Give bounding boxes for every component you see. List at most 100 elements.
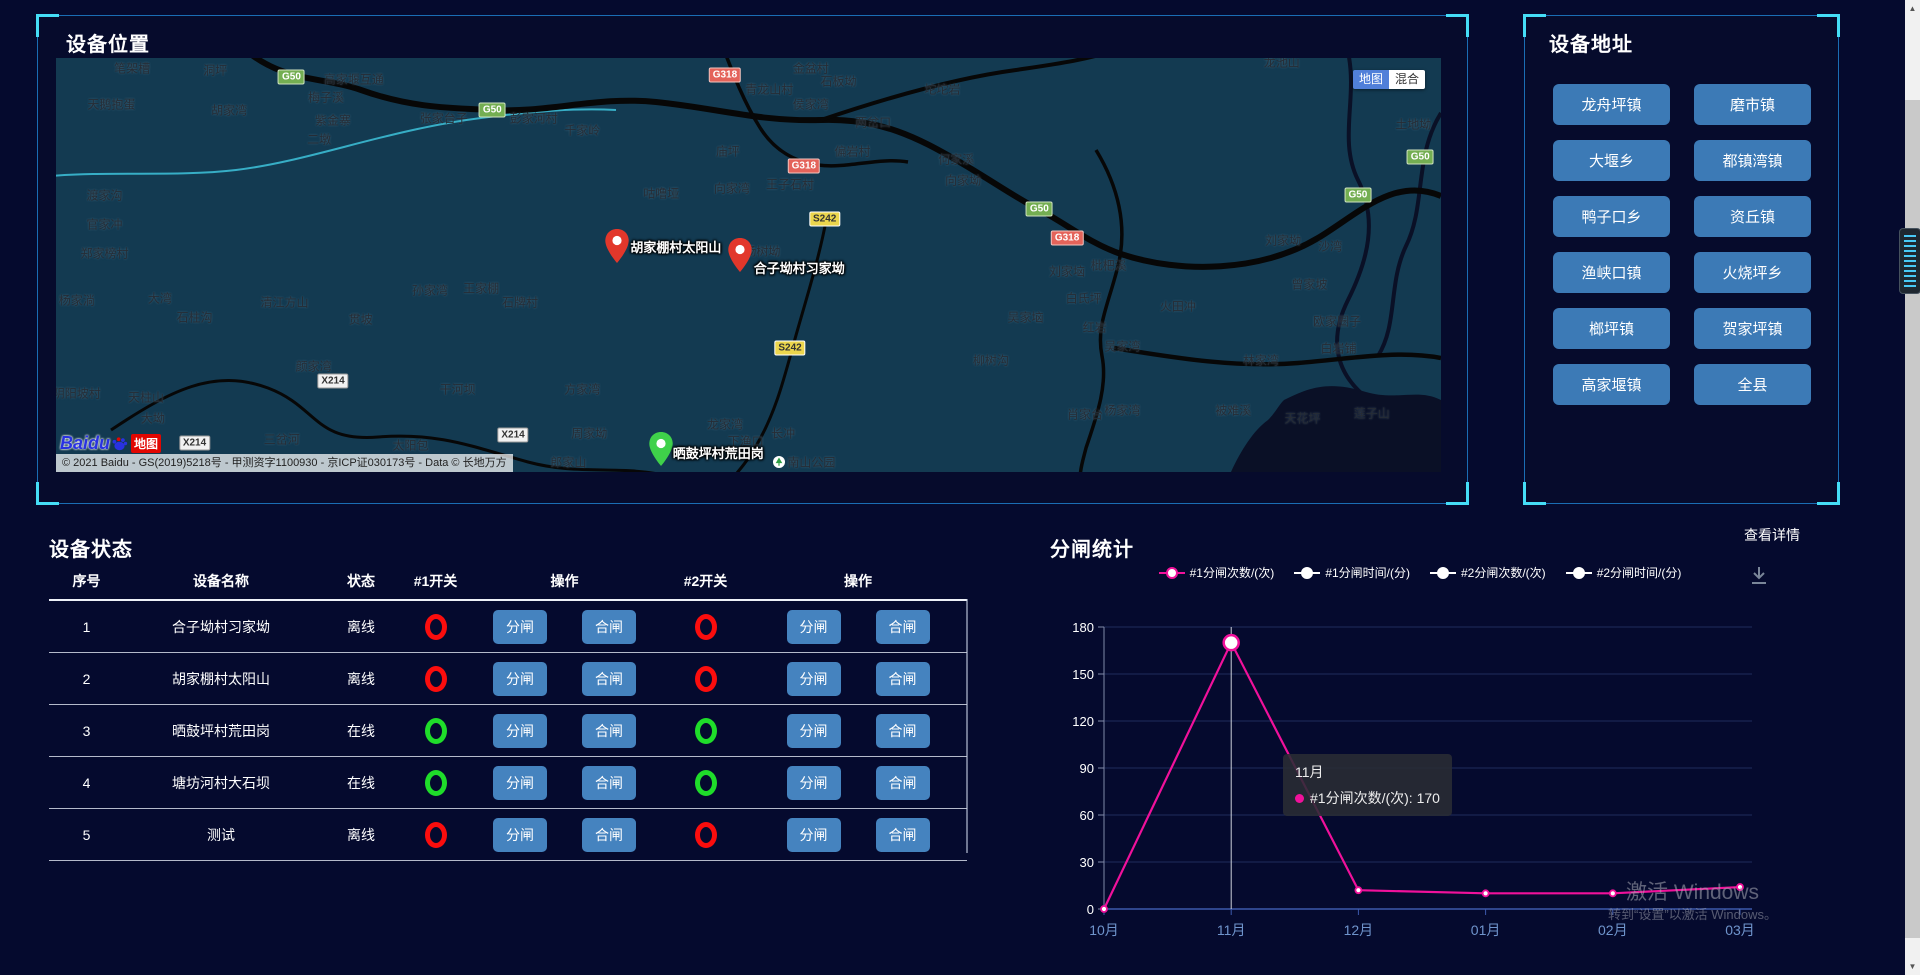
svg-text:10月: 10月 (1089, 922, 1119, 938)
close-switch-button[interactable]: 合闸 (582, 713, 636, 748)
map-place-label: 龙家湾 (706, 417, 743, 432)
column-header: 序号 (72, 573, 101, 589)
open-switch-button[interactable]: 分闸 (786, 765, 841, 800)
map-place-label: 王子石村 (766, 177, 815, 192)
map-marker-red[interactable]: 胡家棚村太阳山 (604, 229, 721, 264)
table-row: 4 塘坊河村大石坝 在线 分闸 合闸 分闸 合闸 (49, 757, 967, 809)
column-header: #2开关 (683, 573, 728, 589)
close-switch-button[interactable]: 合闸 (582, 661, 636, 696)
close-switch-button[interactable]: 合闸 (582, 765, 636, 800)
road-shield: G50 (1406, 149, 1434, 165)
map-place-label: 庙坪 (715, 144, 740, 159)
scroll-down-arrow-icon[interactable]: ▼ (1908, 962, 1917, 971)
close-switch-button[interactable]: 合闸 (875, 713, 930, 748)
open-switch-button[interactable]: 分闸 (786, 609, 841, 644)
open-switch-button[interactable]: 分闸 (786, 661, 841, 696)
map-place-label: 龙池山 (1263, 58, 1300, 70)
open-switch-button[interactable]: 分闸 (493, 817, 547, 852)
row-index: 4 (82, 774, 91, 791)
data-point[interactable] (1354, 886, 1363, 895)
legend-item[interactable]: #1分闸时间/(分) (1294, 564, 1410, 581)
map-copyright: © 2021 Baidu - GS(2019)5218号 - 甲测资字11009… (56, 454, 513, 472)
map-place-label: 石柱沟 (176, 310, 213, 325)
close-switch-button[interactable]: 合闸 (875, 817, 930, 852)
data-point[interactable] (1736, 883, 1744, 891)
device-status: 在线 (347, 722, 375, 739)
address-button[interactable]: 大堰乡 (1553, 140, 1670, 181)
open-switch-button[interactable]: 分闸 (493, 713, 547, 748)
data-point[interactable] (1100, 905, 1108, 913)
road-shield: G50 (1025, 201, 1053, 217)
map-place-label: 金盆村 (792, 61, 829, 76)
legend-item[interactable]: #1分闸次数/(次) (1158, 564, 1274, 581)
page-scrollbar[interactable]: ▲ ▼ (1905, 0, 1920, 975)
map-place-label: 咕噜垭 (643, 186, 680, 201)
download-icon[interactable] (1748, 564, 1770, 591)
scrollbar-thumb[interactable] (1905, 100, 1920, 938)
switch-indicator-green (694, 717, 717, 744)
map-place-label: 石牌村 (501, 295, 538, 310)
road-shield: X214 (497, 427, 529, 443)
road-shield: S242 (808, 211, 841, 227)
address-button[interactable]: 资丘镇 (1694, 196, 1811, 237)
switch2-indicator (662, 613, 749, 640)
baidu-logo[interactable]: Baidu 地图 (60, 433, 162, 454)
open-switch-button[interactable]: 分闸 (493, 609, 547, 644)
address-button[interactable]: 贺家坪镇 (1694, 308, 1811, 349)
chart-legend: #1分闸次数/(次) #1分闸时间/(分) #2分闸次数/(次) #2分闸时间/(分) (1080, 564, 1760, 581)
pin-icon (649, 431, 673, 466)
operation-cell: 分闸 合闸 (467, 765, 662, 800)
address-button[interactable]: 鸭子口乡 (1553, 196, 1670, 237)
operation-cell: 分闸 合闸 (467, 817, 662, 852)
legend-marker-icon (1294, 566, 1321, 579)
baidu-map[interactable]: 笔架槽 洞坪 天鹅抱蛋 胡家湾 梅子溪 高家堰互通 紫金寨 二墩 张家台子 彭家河村 千家岭 金盆村石… (56, 58, 1441, 472)
close-switch-button[interactable]: 合闸 (582, 817, 636, 852)
svg-text:90: 90 (1080, 761, 1094, 776)
switch2-indicator (662, 769, 749, 796)
open-switch-button[interactable]: 分闸 (786, 713, 841, 748)
park-icon (772, 455, 785, 468)
close-switch-button[interactable]: 合闸 (875, 765, 930, 800)
open-switch-button[interactable]: 分闸 (786, 817, 841, 852)
map-marker-label: 晒鼓坪村荒田岗 (672, 445, 764, 461)
close-switch-button[interactable]: 合闸 (582, 609, 636, 644)
data-point[interactable] (1608, 889, 1617, 898)
switch1-indicator (404, 665, 467, 692)
map-type-button-2d[interactable]: 地图 (1353, 70, 1389, 89)
address-button[interactable]: 都镇湾镇 (1694, 140, 1811, 181)
address-buttons: 龙舟坪镇 磨市镇 大堰乡 都镇湾镇 鸭子口乡 资丘镇 渔峡口镇 火烧坪乡 榔坪镇 贺家坪镇 高家堰镇… (1553, 84, 1811, 405)
map-place-label: 紫金寨 (314, 113, 352, 128)
data-point[interactable] (1481, 889, 1490, 898)
address-button[interactable]: 全县 (1694, 364, 1811, 405)
map-marker-red[interactable]: 合子坳村习家坳 (728, 237, 845, 276)
map-place-label: 吴家垴 (1007, 310, 1044, 325)
legend-item[interactable]: #2分闸时间/(分) (1565, 564, 1681, 581)
close-switch-button[interactable]: 合闸 (875, 661, 930, 696)
switch-indicator-green (694, 769, 717, 796)
legend-item[interactable]: #2分闸次数/(次) (1430, 564, 1546, 581)
address-button[interactable]: 火烧坪乡 (1694, 252, 1811, 293)
map-place-label: 被难溪 (1215, 403, 1252, 418)
map-place-label: 沙湾 (1318, 239, 1343, 254)
address-button[interactable]: 渔峡口镇 (1553, 252, 1670, 293)
address-button[interactable]: 榔坪镇 (1553, 308, 1670, 349)
table-scrollbar[interactable] (966, 599, 968, 853)
scroll-up-arrow-icon[interactable]: ▲ (1908, 4, 1917, 13)
address-button[interactable]: 龙舟坪镇 (1553, 84, 1670, 125)
map-type-button-hybrid[interactable]: 混合 (1389, 70, 1425, 89)
open-switch-button[interactable]: 分闸 (493, 661, 547, 696)
open-switch-button[interactable]: 分闸 (493, 765, 547, 800)
map-marker-green[interactable]: 晒鼓坪村荒田岗 (649, 431, 764, 466)
map-place-label: 王家棚 (463, 281, 500, 296)
address-button[interactable]: 高家堰镇 (1553, 364, 1670, 405)
emphasis-data-point[interactable] (1222, 633, 1240, 652)
switch2-indicator (662, 665, 749, 692)
view-details-link[interactable]: 查看详情 (1744, 527, 1800, 543)
map-place-label: 吴家湾 (1104, 339, 1141, 354)
map-place-label: 郎家山 (550, 455, 587, 470)
svg-text:0: 0 (1087, 902, 1094, 917)
close-switch-button[interactable]: 合闸 (875, 609, 930, 644)
map-place-label: 郑家榜村 (80, 246, 129, 261)
map-place-label: 孙家湾 (411, 283, 448, 298)
address-button[interactable]: 磨市镇 (1694, 84, 1811, 125)
